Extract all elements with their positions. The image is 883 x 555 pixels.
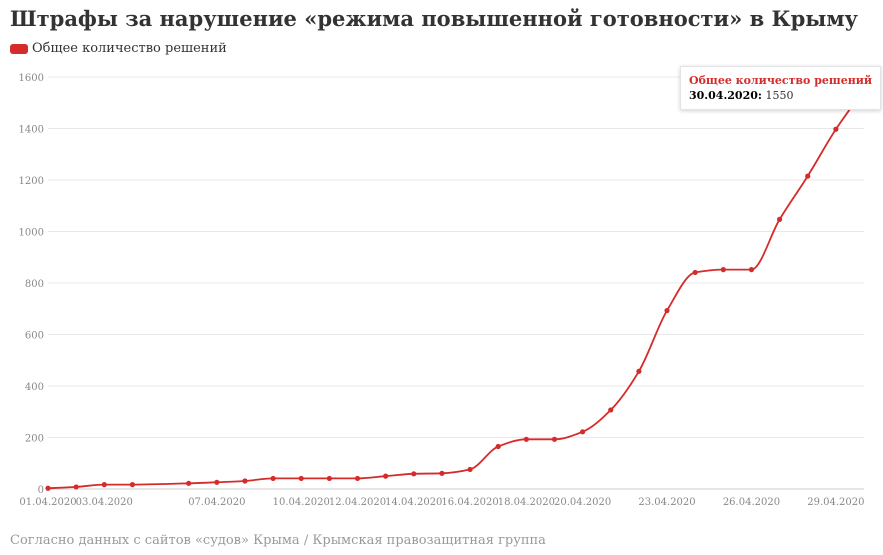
data-point bbox=[580, 429, 586, 435]
y-tick-label: 600 bbox=[25, 331, 44, 342]
x-tick-label: 07.04.2020 bbox=[188, 497, 245, 508]
legend-label: Общее количество решений bbox=[32, 41, 227, 56]
data-point bbox=[298, 475, 304, 482]
legend-swatch bbox=[10, 43, 28, 54]
data-point bbox=[242, 478, 248, 484]
data-point bbox=[776, 216, 783, 222]
y-tick-label: 1400 bbox=[19, 125, 44, 136]
x-tick-label: 10.04.2020 bbox=[273, 497, 330, 508]
y-tick-label: 200 bbox=[25, 434, 44, 445]
data-point bbox=[805, 173, 811, 179]
data-point bbox=[214, 479, 220, 485]
x-tick-label: 26.04.2020 bbox=[723, 497, 780, 508]
y-tick-label: 1600 bbox=[19, 73, 44, 84]
tooltip-series: Общее количество решений bbox=[689, 74, 873, 87]
data-point bbox=[101, 482, 107, 488]
x-tick-label: 03.04.2020 bbox=[76, 497, 133, 508]
x-tick-label: 01.04.2020 bbox=[19, 497, 76, 508]
data-point bbox=[692, 269, 698, 276]
data-point bbox=[383, 473, 389, 479]
series-line bbox=[47, 89, 865, 490]
data-point bbox=[636, 368, 642, 374]
legend-item[interactable]: Общее количество решений bbox=[10, 41, 227, 56]
data-point bbox=[495, 443, 501, 450]
data-point bbox=[270, 475, 276, 482]
x-tick-label: 18.04.2020 bbox=[498, 497, 555, 508]
data-point bbox=[748, 267, 755, 273]
data-point bbox=[833, 126, 839, 132]
data-point bbox=[439, 470, 445, 476]
y-tick-label: 400 bbox=[25, 382, 44, 393]
y-tick-label: 0 bbox=[38, 485, 44, 496]
y-tick-label: 1200 bbox=[19, 176, 44, 187]
data-point bbox=[720, 267, 726, 273]
y-tick-label: 1000 bbox=[19, 228, 44, 239]
x-tick-label: 23.04.2020 bbox=[638, 497, 695, 508]
data-point bbox=[411, 471, 417, 477]
x-tick-label: 29.04.2020 bbox=[807, 497, 864, 508]
x-tick-label: 20.04.2020 bbox=[554, 497, 611, 508]
data-point bbox=[608, 407, 614, 413]
source-caption: Согласно данных с сайтов «судов» Крыма /… bbox=[10, 533, 546, 548]
tooltip: Общее количество решений 30.04.2020: 155… bbox=[680, 66, 882, 110]
data-point bbox=[467, 466, 473, 473]
tooltip-value: 1550 bbox=[765, 89, 794, 102]
data-point bbox=[45, 485, 51, 491]
tooltip-date: 30.04.2020: bbox=[689, 89, 762, 102]
data-point bbox=[129, 482, 136, 488]
data-point bbox=[551, 436, 558, 442]
x-tick-label: 14.04.2020 bbox=[385, 497, 442, 508]
data-point bbox=[664, 307, 670, 314]
data-point bbox=[186, 480, 192, 486]
chart-title: Штрафы за нарушение «режима повышенной г… bbox=[10, 6, 858, 31]
data-point bbox=[73, 484, 79, 490]
x-tick-label: 12.04.2020 bbox=[329, 497, 386, 508]
data-point bbox=[326, 475, 332, 482]
data-point bbox=[523, 436, 529, 442]
y-tick-label: 800 bbox=[25, 279, 44, 290]
data-point bbox=[354, 475, 361, 482]
x-tick-label: 16.04.2020 bbox=[441, 497, 498, 508]
